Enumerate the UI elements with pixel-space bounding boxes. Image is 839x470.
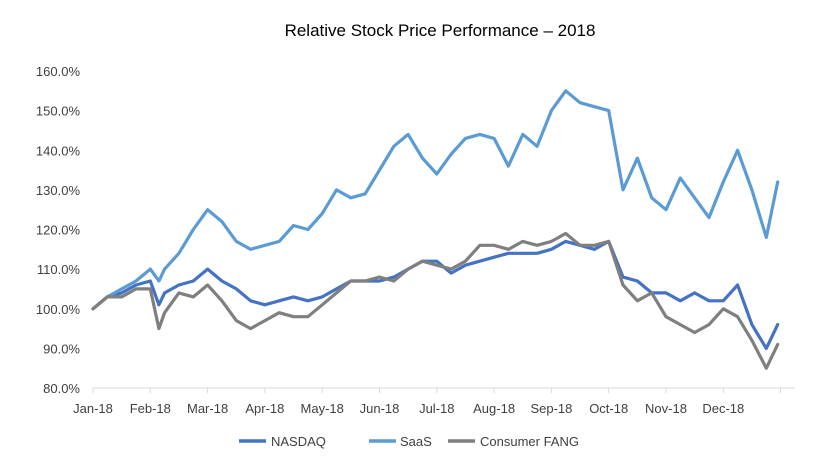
x-tick-label: Jul-18 <box>419 401 454 416</box>
y-tick-label: 110.0% <box>37 262 81 277</box>
series-line-consumer-fang <box>91 231 780 370</box>
x-tick-label: Oct-18 <box>589 401 628 416</box>
series-line-nasdaq <box>91 239 780 350</box>
y-tick-label: 160.0% <box>36 64 81 79</box>
y-tick-label: 100.0% <box>36 302 81 317</box>
x-tick-label: Sep-18 <box>530 401 572 416</box>
x-tick-label: May-18 <box>301 401 344 416</box>
x-tick-label: Aug-18 <box>473 401 515 416</box>
x-tick-label: Jun-18 <box>360 401 400 416</box>
x-tick-label: Apr-18 <box>245 401 284 416</box>
x-axis-ticks: Jan-18 Feb-18 Mar-18 Apr-18 May-18 Jun-18 Jul-… <box>73 388 782 416</box>
y-tick-label: 150.0% <box>36 104 81 119</box>
legend: NASDAQ SaaS Consumer FANG <box>239 434 579 449</box>
y-tick-label: 140.0% <box>36 143 81 158</box>
y-axis-ticks: 80.0% 90.0% 100.0% 110.0% 120.0% 130.0% 140.0%… <box>36 64 81 396</box>
series-lines <box>91 89 780 370</box>
legend-label-consumer-fang: Consumer FANG <box>480 434 579 449</box>
x-tick-label: Jan-18 <box>73 401 113 416</box>
chart-title: Relative Stock Price Performance – 2018 <box>285 21 596 40</box>
y-tick-label: 120.0% <box>36 223 81 238</box>
x-tick-label: Feb-18 <box>130 401 171 416</box>
x-tick-label: Nov-18 <box>645 401 687 416</box>
legend-label-nasdaq: NASDAQ <box>271 434 326 449</box>
x-tick-label: Mar-18 <box>187 401 228 416</box>
series-line-saas <box>91 89 780 311</box>
legend-label-saas: SaaS <box>400 434 432 449</box>
x-tick-label: Dec-18 <box>702 401 744 416</box>
y-tick-label: 130.0% <box>36 183 81 198</box>
y-tick-label: 80.0% <box>43 381 80 396</box>
y-tick-label: 90.0% <box>43 341 80 356</box>
